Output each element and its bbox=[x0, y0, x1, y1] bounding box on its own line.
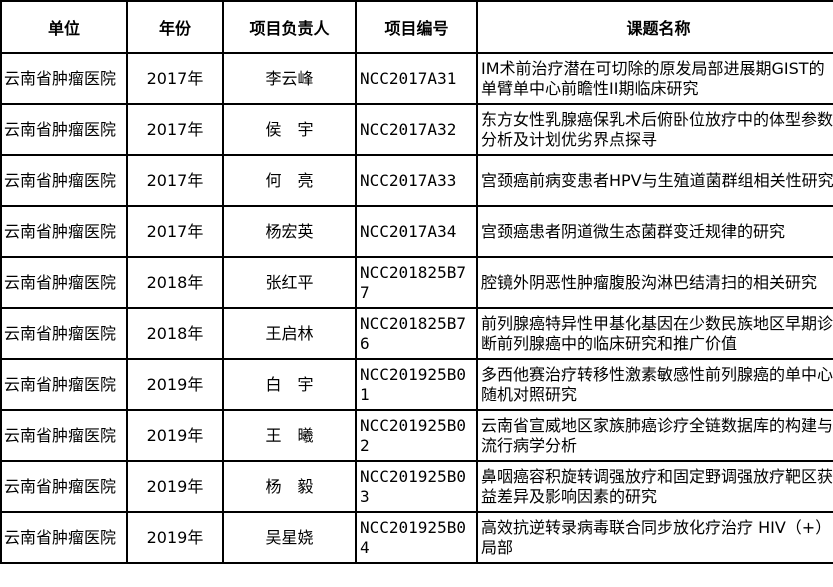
cell-unit: 云南省肿瘤医院 bbox=[0, 52, 128, 105]
cell-leader: 吴星娆 bbox=[222, 511, 357, 564]
cell-unit: 云南省肿瘤医院 bbox=[0, 409, 128, 462]
cell-title: IM术前治疗潜在可切除的原发局部进展期GIST的单臂单中心前瞻性II期临床研究 bbox=[476, 52, 833, 105]
cell-year: 2017年 bbox=[126, 205, 224, 258]
header-code: 项目编号 bbox=[355, 0, 478, 54]
cell-code: NCC201825B77 bbox=[355, 256, 478, 309]
header-year: 年份 bbox=[126, 0, 224, 54]
cell-title: 高效抗逆转录病毒联合同步放化疗治疗 HIV（+）局部 bbox=[476, 511, 833, 564]
cell-year: 2017年 bbox=[126, 154, 224, 207]
table-row: 云南省肿瘤医院 2018年 王启林 NCC201825B76 前列腺癌特异性甲基化基因在… bbox=[0, 307, 833, 360]
cell-leader: 王 曦 bbox=[222, 409, 357, 462]
cell-unit: 云南省肿瘤医院 bbox=[0, 256, 128, 309]
cell-leader: 李云峰 bbox=[222, 52, 357, 105]
cell-leader: 白 宇 bbox=[222, 358, 357, 411]
cell-leader: 何 亮 bbox=[222, 154, 357, 207]
table-row: 云南省肿瘤医院 2017年何 亮 NCC2017A33 宫颈癌前病变患者HPV与生殖道… bbox=[0, 154, 833, 207]
cell-code: NCC201925B04 bbox=[355, 511, 478, 564]
cell-title: 宫颈癌患者阴道微生态菌群变迁规律的研究 bbox=[476, 205, 833, 258]
cell-year: 2017年 bbox=[126, 52, 224, 105]
cell-title: 东方女性乳腺癌保乳术后俯卧位放疗中的体型参数分析及计划优劣界点探寻 bbox=[476, 103, 833, 156]
table-row: 云南省肿瘤医院 2017年 杨宏英 NCC2017A34 宫颈癌患者阴道微生态菌群变迁规… bbox=[0, 205, 833, 258]
cell-unit: 云南省肿瘤医院 bbox=[0, 460, 128, 513]
cell-year: 2019年 bbox=[126, 511, 224, 564]
cell-code: NCC2017A32 bbox=[355, 103, 478, 156]
cell-leader: 杨宏英 bbox=[222, 205, 357, 258]
cell-title: 腔镜外阴恶性肿瘤腹股沟淋巴结清扫的相关研究 bbox=[476, 256, 833, 309]
cell-year: 2018年 bbox=[126, 256, 224, 309]
header-unit: 单位 bbox=[0, 0, 128, 54]
cell-leader: 张红平 bbox=[222, 256, 357, 309]
cell-unit: 云南省肿瘤医院 bbox=[0, 154, 128, 207]
cell-unit: 云南省肿瘤医院 bbox=[0, 103, 128, 156]
cell-unit: 云南省肿瘤医院 bbox=[0, 358, 128, 411]
table-row: 云南省肿瘤医院 2019年王 曦 NCC201925B02 云南省宣威地区家族肺癌诊疗… bbox=[0, 409, 833, 462]
cell-unit: 云南省肿瘤医院 bbox=[0, 205, 128, 258]
cell-title: 鼻咽癌容积旋转调强放疗和固定野调强放疗靶区获益差异及影响因素的研究 bbox=[476, 460, 833, 513]
table-row: 云南省肿瘤医院 2019年杨 毅 NCC201925B03 鼻咽癌容积旋转调强放疗和固… bbox=[0, 460, 833, 513]
table-row: 云南省肿瘤医院 2018年 张红平 NCC201825B77 腔镜外阴恶性肿瘤腹股沟淋巴… bbox=[0, 256, 833, 309]
cell-year: 2017年 bbox=[126, 103, 224, 156]
cell-code: NCC201925B01 bbox=[355, 358, 478, 411]
cell-leader: 侯 宇 bbox=[222, 103, 357, 156]
cell-code: NCC2017A31 bbox=[355, 52, 478, 105]
table-row: 云南省肿瘤医院 2017年 李云峰 NCC2017A31 IM术前治疗潜在可切除的原发局… bbox=[0, 52, 833, 105]
cell-year: 2019年 bbox=[126, 460, 224, 513]
cell-title: 宫颈癌前病变患者HPV与生殖道菌群组相关性研究 bbox=[476, 154, 833, 207]
table-header-row: 单位 年份 项目负责人 项目编号 课题名称 bbox=[0, 0, 833, 54]
header-row: 单位 年份 项目负责人 项目编号 课题名称 bbox=[0, 0, 833, 54]
cell-code: NCC201925B03 bbox=[355, 460, 478, 513]
research-projects-table: 单位 年份 项目负责人 项目编号 课题名称 云南省肿瘤医院 2017年 李云峰 NCC… bbox=[0, 0, 833, 564]
cell-unit: 云南省肿瘤医院 bbox=[0, 307, 128, 360]
cell-code: NCC201825B76 bbox=[355, 307, 478, 360]
cell-code: NCC2017A34 bbox=[355, 205, 478, 258]
cell-leader: 王启林 bbox=[222, 307, 357, 360]
cell-title: 多西他赛治疗转移性激素敏感性前列腺癌的单中心随机对照研究 bbox=[476, 358, 833, 411]
cell-code: NCC201925B02 bbox=[355, 409, 478, 462]
cell-year: 2019年 bbox=[126, 358, 224, 411]
cell-unit: 云南省肿瘤医院 bbox=[0, 511, 128, 564]
cell-title: 云南省宣威地区家族肺癌诊疗全链数据库的构建与流行病学分析 bbox=[476, 409, 833, 462]
header-leader: 项目负责人 bbox=[222, 0, 357, 54]
table-row: 云南省肿瘤医院 2017年侯 宇 NCC2017A32 东方女性乳腺癌保乳术后俯卧位放… bbox=[0, 103, 833, 156]
table-body: 云南省肿瘤医院 2017年 李云峰 NCC2017A31 IM术前治疗潜在可切除的原发局… bbox=[0, 52, 833, 564]
cell-title: 前列腺癌特异性甲基化基因在少数民族地区早期诊断前列腺癌中的临床研究和推广价值 bbox=[476, 307, 833, 360]
table-row: 云南省肿瘤医院 2019年 吴星娆 NCC201925B04 高效抗逆转录病毒联合同步放… bbox=[0, 511, 833, 564]
table-row: 云南省肿瘤医院 2019年白 宇 NCC201925B01 多西他赛治疗转移性激素敏感… bbox=[0, 358, 833, 411]
header-title: 课题名称 bbox=[476, 0, 833, 54]
cell-code: NCC2017A33 bbox=[355, 154, 478, 207]
cell-year: 2019年 bbox=[126, 409, 224, 462]
cell-year: 2018年 bbox=[126, 307, 224, 360]
cell-leader: 杨 毅 bbox=[222, 460, 357, 513]
